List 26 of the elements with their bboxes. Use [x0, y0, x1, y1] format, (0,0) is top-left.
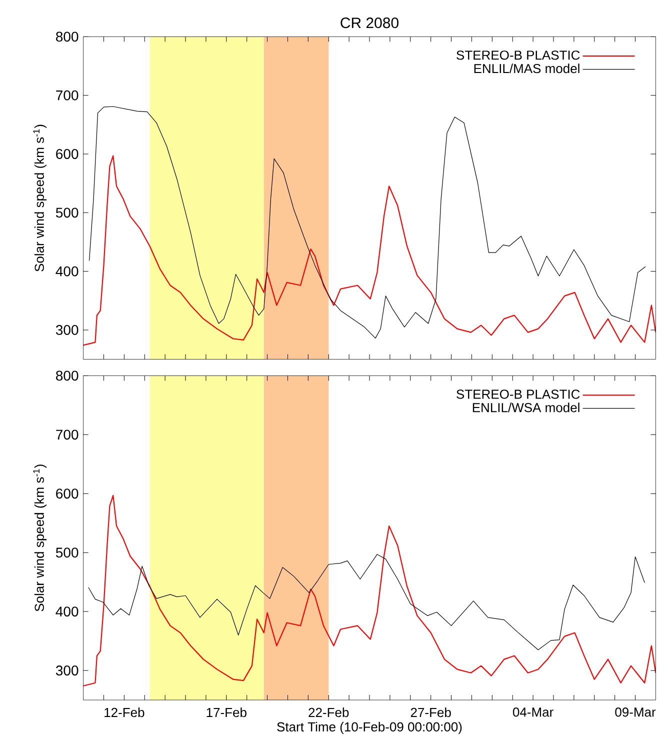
y-tick-label: 500	[56, 548, 78, 558]
x-tick-label: 12-Feb	[104, 708, 144, 718]
x-tick-label: 09-Mar	[615, 708, 656, 717]
y-tick-label: 800	[56, 32, 78, 42]
x-tick-label: 17-Feb	[206, 708, 246, 718]
y-tick-label: 300	[56, 325, 78, 335]
y-tick-label: 600	[56, 149, 78, 159]
legend-label: STEREO-B PLASTIC	[456, 390, 580, 399]
y-tick-label: 700	[56, 90, 78, 100]
y-tick-label: 800	[56, 370, 78, 381]
y-axis-title: Solar wind speed (km s$^{-1}$)	[33, 464, 47, 612]
y-tick-label: 500	[56, 208, 78, 218]
y-tick-label: 400	[56, 266, 78, 276]
x-tick-label: 22-Feb	[308, 708, 349, 718]
legend-label: STEREO-B PLASTIC	[456, 50, 580, 60]
legend-label: ENLIL/WSA model	[472, 402, 580, 412]
x-axis-title: Start Time (10-Feb-09 00:00:00)	[277, 722, 462, 734]
x-tick-label: 04-Mar	[512, 708, 554, 717]
y-axis-title: Solar wind speed (km s$^{-1}$)	[33, 124, 47, 272]
legend-label: ENLIL/MAS model	[474, 64, 580, 74]
y-tick-label: 400	[56, 606, 78, 617]
y-tick-label: 700	[56, 430, 78, 440]
x-tick-label: 27-Feb	[410, 708, 451, 718]
y-tick-label: 300	[56, 666, 78, 676]
y-tick-label: 600	[56, 488, 78, 499]
chart-title: CR 2080	[340, 18, 398, 28]
